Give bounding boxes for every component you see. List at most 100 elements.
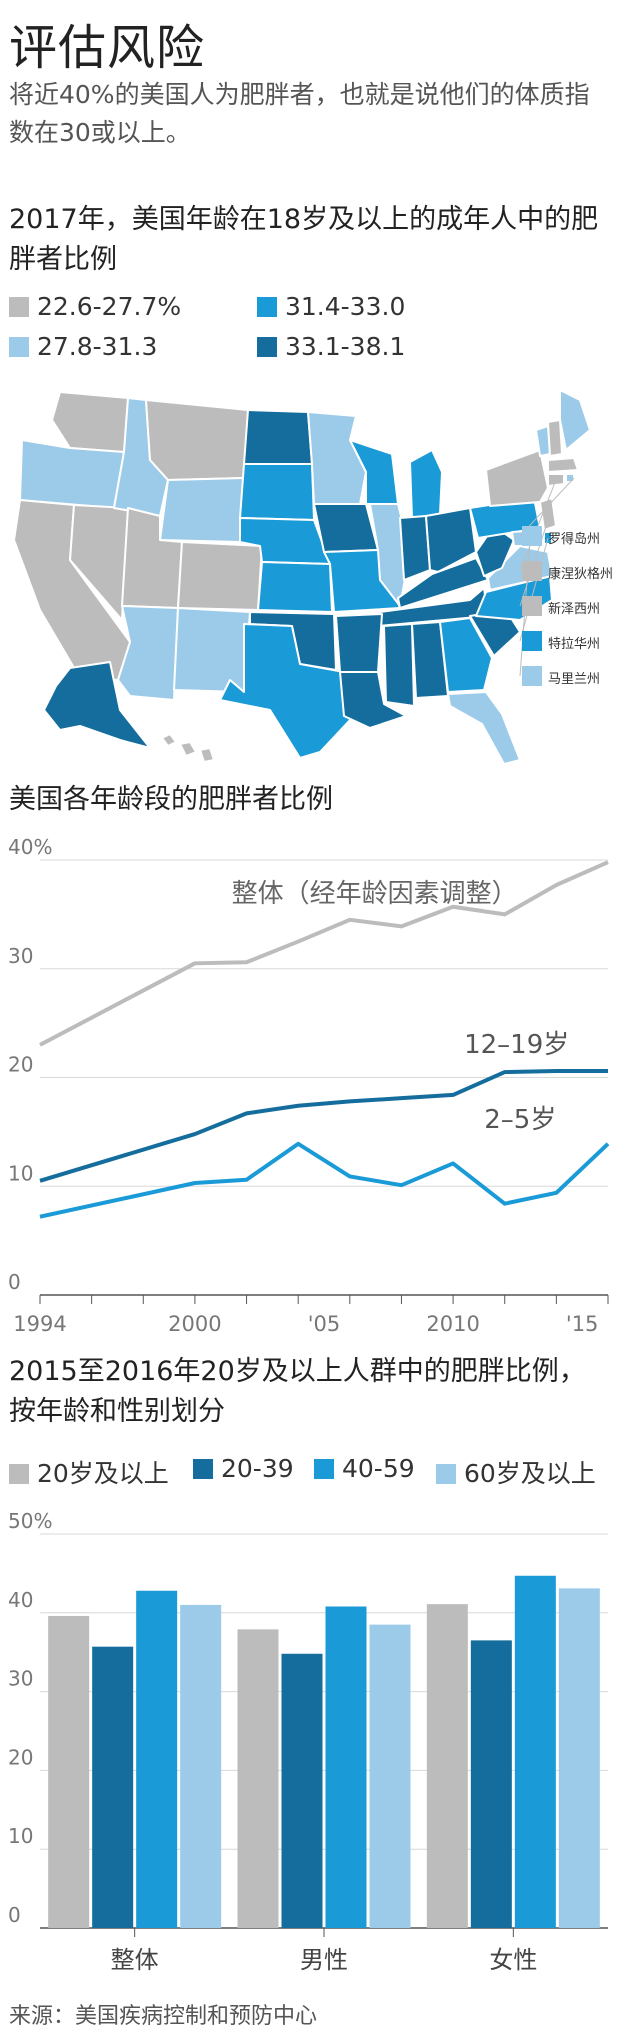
map-legend-label: 27.8-31.3 [37,332,158,361]
y-tick-label: 20 [8,1053,33,1077]
state-georgia [439,617,493,693]
state-michigan [409,449,443,519]
legend-swatch [9,337,29,357]
legend-swatch [314,1459,334,1479]
bar-legend-label: 20岁及以上 [37,1459,169,1488]
y-tick-label: 30 [8,944,33,968]
callout-label: 康涅狄格州 [548,566,613,582]
state-new-york [485,449,549,507]
bar-legend-label: 40-59 [342,1454,415,1483]
callout-swatch [522,631,542,651]
y-tick-label: 10 [8,1824,33,1848]
state-rhode-island [565,473,575,483]
legend-swatch [9,1464,29,1484]
map-title: 2017年，美国年龄在18岁及以上的成年人中的肥胖者比例 [9,204,599,275]
map-legend-label: 22.6-27.7% [37,292,182,321]
state-new-hampshire [547,419,563,457]
state-massachusetts [547,457,579,473]
x-tick-label: '05 [308,1312,341,1336]
callout-label: 罗得岛州 [548,531,600,547]
legend-swatch [436,1464,456,1484]
bar [514,1575,556,1928]
x-tick-label: 2000 [168,1312,221,1336]
state-arkansas [335,613,383,673]
map-legend-item: 33.1-38.1 [257,332,405,361]
state-florida [447,691,521,765]
state-wyoming [159,477,245,543]
map-legend-item: 27.8-31.3 [9,332,157,361]
y-tick-label: 0 [8,1903,21,1927]
callout-swatch [522,561,542,581]
x-tick-label: 1994 [13,1312,66,1336]
map-legend-item: 22.6-27.7% [9,292,181,321]
legend-swatch [193,1459,213,1479]
bar [369,1624,411,1928]
bar [237,1629,279,1928]
callout-swatch [522,526,542,546]
bar-chart: 50% 40 30 20 10 0 整体 男性 女性 [8,1509,608,1974]
state-arizona [117,605,179,701]
bar [426,1604,468,1928]
y-tick-label: 40% [8,835,52,859]
state-ohio [425,507,477,573]
small-state-callouts: 罗得岛州 康涅狄格州 新泽西州 特拉华州 马里兰州 [519,477,613,687]
line-chart-title: 美国各年龄段的肥胖者比例 [9,784,333,815]
bar [92,1646,134,1928]
category-label: 男性 [300,1946,348,1974]
legend-swatch [257,297,277,317]
state-iowa [313,503,379,553]
state-colorado [177,541,263,611]
state-mississippi [383,623,415,707]
state-maine [559,389,591,451]
state-north-dakota [243,409,313,465]
y-tick-label: 20 [8,1745,33,1769]
bar-legend-label: 60岁及以上 [464,1459,596,1488]
page-title: 评估风险 [9,20,206,76]
y-tick-label: 40 [8,1588,33,1612]
state-minnesota [307,411,367,505]
us-obesity-map: 罗得岛州 康涅狄格州 新泽西州 特拉华州 马里兰州 [13,389,613,765]
state-alaska [43,661,151,749]
bar-legend-item: 60岁及以上 [436,1454,596,1490]
bar [470,1640,512,1928]
callout-swatch [522,596,542,616]
series-label: 2–5岁 [484,1105,556,1135]
bar-legend-label: 20-39 [221,1454,294,1483]
page-subtitle: 将近40%的美国人为肥胖者，也就是说他们的体质指数在30或以上。 [9,80,590,147]
series-line [39,1068,608,1183]
state-kansas [257,561,333,613]
bar [281,1653,323,1928]
map-legend-label: 33.1-38.1 [285,332,406,361]
state-washington [51,391,129,453]
callout-label: 新泽西州 [548,601,600,617]
callout-label: 特拉华州 [548,637,600,652]
series-label: 12–19岁 [464,1030,569,1060]
map-legend-label: 31.4-33.0 [285,292,406,321]
state-louisiana [339,671,407,729]
callout-swatch [522,666,542,686]
bar [180,1604,222,1928]
state-texas [219,623,351,759]
series-line [39,1141,610,1219]
y-tick-label: 0 [8,1270,21,1294]
state-hawaii [161,733,215,763]
bar-chart-title: 2015至2016年20岁及以上人群中的肥胖比例，按年龄和性别划分 [9,1356,586,1427]
state-montana [145,399,249,481]
series-label: 整体（经年龄因素调整） [232,879,518,909]
bar [136,1590,178,1928]
state-nevada [69,504,129,621]
category-label: 女性 [489,1946,537,1974]
y-tick-label: 50% [8,1509,52,1533]
y-tick-label: 10 [8,1161,33,1185]
bar-legend-item: 20岁及以上 [9,1454,169,1490]
callout-label: 马里兰州 [548,672,600,687]
bar [325,1606,367,1928]
x-tick-label: '15 [566,1312,599,1336]
state-south-dakota [239,463,315,521]
state-new-mexico [173,607,251,693]
legend-swatch [9,297,29,317]
series-line [39,860,609,1047]
state-oregon [19,439,125,509]
